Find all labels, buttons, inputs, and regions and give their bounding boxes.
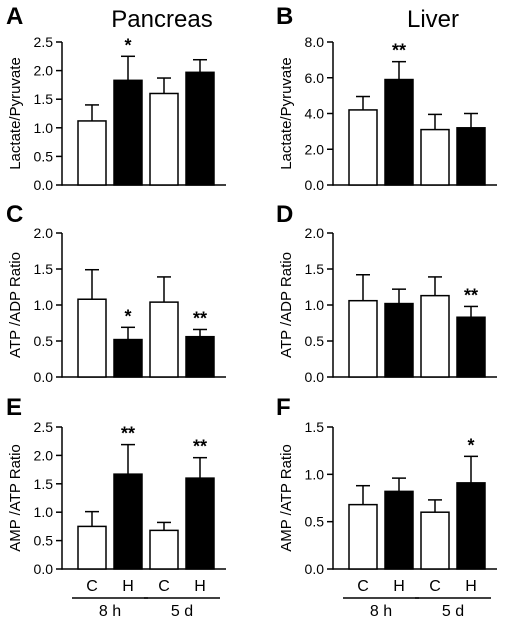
y-axis-label-c: ATP /ADP Ratio: [7, 252, 24, 358]
y-tick-label-c: 2.0: [34, 225, 54, 241]
significance-mark-c: *: [124, 306, 131, 326]
bar-label-f: H: [465, 578, 477, 595]
y-tick-label-a: 0.5: [34, 148, 54, 164]
y-tick-label-f: 1.5: [305, 419, 325, 435]
y-tick-label-e: 1.0: [34, 504, 54, 520]
group-label-e: 5 d: [171, 603, 193, 620]
y-tick-label-d: 2.0: [305, 225, 325, 241]
y-axis-label-d: ATP /ADP Ratio: [278, 252, 295, 358]
bar-c: [185, 335, 215, 378]
significance-mark-f: *: [467, 435, 474, 455]
y-axis-label-e: AMP /ATP Ratio: [7, 444, 24, 552]
y-tick-label-a: 1.5: [34, 91, 54, 107]
bar-a: [77, 120, 107, 186]
y-tick-label-b: 8.0: [305, 34, 325, 50]
column-title-pancreas: Pancreas: [111, 6, 212, 33]
bar-e: [149, 529, 179, 570]
y-axis-label-a: Lactate/Pyruvate: [7, 57, 24, 170]
group-label-f: 8 h: [370, 603, 392, 620]
panel-letter-e: E: [6, 394, 22, 421]
significance-mark-e: **: [193, 437, 207, 457]
y-tick-label-f: 0.0: [305, 561, 325, 577]
y-tick-label-e: 0.0: [34, 561, 54, 577]
y-tick-label-e: 1.5: [34, 476, 54, 492]
bar-f: [420, 511, 450, 570]
bar-d: [348, 299, 378, 378]
bar-c: [113, 338, 143, 378]
bar-label-e: H: [122, 578, 134, 595]
bar-d: [384, 302, 414, 378]
bar-label-f: C: [429, 578, 441, 595]
bar-f: [348, 503, 378, 570]
y-tick-label-c: 0.5: [34, 333, 54, 349]
y-tick-label-d: 0.0: [305, 369, 325, 385]
y-tick-label-c: 1.5: [34, 261, 54, 277]
y-tick-label-f: 1.0: [305, 466, 325, 482]
y-tick-label-e: 2.5: [34, 419, 54, 435]
significance-mark-a: *: [124, 35, 131, 55]
y-tick-label-b: 4.0: [305, 106, 325, 122]
bar-b: [384, 78, 414, 186]
bar-label-f: C: [357, 578, 369, 595]
y-tick-label-a: 0.0: [34, 177, 54, 193]
y-tick-label-d: 1.5: [305, 261, 325, 277]
significance-mark-b: **: [392, 41, 406, 61]
bar-e: [185, 477, 215, 570]
panel-letter-c: C: [6, 201, 23, 228]
bar-label-f: H: [393, 578, 405, 595]
group-label-f: 5 d: [442, 603, 464, 620]
bar-f: [456, 482, 486, 570]
significance-mark-c: **: [193, 308, 207, 328]
y-tick-label-a: 1.0: [34, 120, 54, 136]
y-axis-label-b: Lactate/Pyruvate: [278, 57, 295, 170]
y-tick-label-d: 0.5: [305, 333, 325, 349]
y-tick-label-b: 0.0: [305, 177, 325, 193]
y-tick-label-d: 1.0: [305, 297, 325, 313]
y-tick-label-c: 0.0: [34, 369, 54, 385]
bar-d: [456, 316, 486, 378]
bar-a: [185, 71, 215, 186]
bar-e: [113, 473, 143, 570]
panel-letter-f: F: [276, 394, 291, 421]
bar-f: [384, 490, 414, 570]
y-tick-label-a: 2.5: [34, 34, 54, 50]
bar-b: [456, 127, 486, 186]
bar-c: [149, 301, 179, 378]
bar-label-e: H: [194, 578, 206, 595]
bar-a: [149, 92, 179, 186]
y-tick-label-a: 2.0: [34, 63, 54, 79]
bar-c: [77, 298, 107, 378]
column-title-liver: Liver: [407, 6, 459, 33]
bar-b: [348, 109, 378, 186]
bar-e: [77, 525, 107, 570]
bar-b: [420, 128, 450, 186]
y-tick-label-b: 6.0: [305, 70, 325, 86]
y-tick-label-e: 0.5: [34, 533, 54, 549]
y-axis-label-f: AMP /ATP Ratio: [278, 444, 295, 552]
panel-letter-d: D: [276, 201, 293, 228]
panel-letter-a: A: [6, 3, 23, 30]
significance-mark-d: **: [464, 285, 478, 305]
y-tick-label-f: 0.5: [305, 514, 325, 530]
significance-mark-e: **: [121, 424, 135, 444]
group-label-e: 8 h: [99, 603, 121, 620]
y-tick-label-e: 2.0: [34, 447, 54, 463]
bar-a: [113, 79, 143, 186]
bar-label-e: C: [158, 578, 170, 595]
bar-label-e: C: [86, 578, 98, 595]
panel-letter-b: B: [276, 3, 293, 30]
y-tick-label-c: 1.0: [34, 297, 54, 313]
y-tick-label-b: 2.0: [305, 141, 325, 157]
bar-d: [420, 294, 450, 378]
